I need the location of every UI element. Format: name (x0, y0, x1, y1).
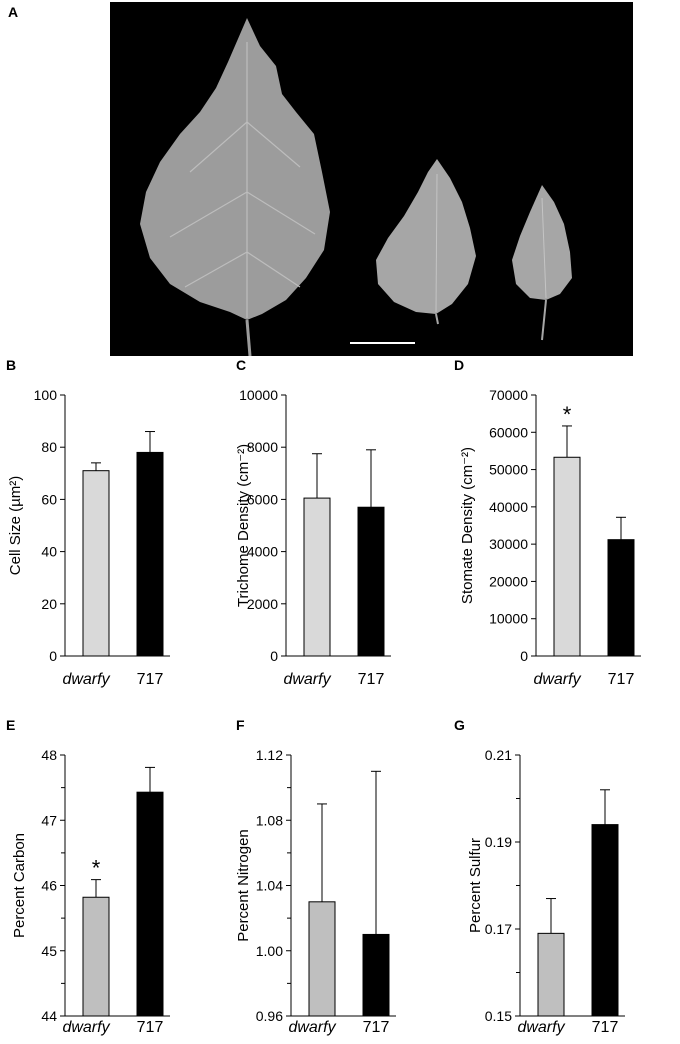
category-label-e: 717 (137, 1019, 164, 1036)
bar-e-717 (136, 791, 164, 1017)
y-tick-label-b: 0 (49, 648, 57, 664)
y-axis-label-e: Percent Carbon (11, 833, 28, 938)
y-tick-label-c: 10000 (239, 387, 278, 403)
panel-label-a: A (8, 4, 19, 20)
y-tick-label-g: 0.17 (485, 921, 512, 937)
y-axis-label-c: Trichome Density (cm⁻²) (235, 444, 252, 607)
y-tick-label-e: 48 (41, 747, 57, 763)
bar-d-717 (607, 539, 635, 657)
panel-label-e: E (6, 717, 15, 733)
y-tick-label-b: 80 (41, 439, 57, 455)
y-tick-label-c: 0 (270, 648, 278, 664)
significance-star-e: * (92, 856, 101, 881)
category-label-g: 717 (592, 1019, 619, 1036)
panel-label-d: D (454, 357, 464, 373)
category-label-d: 717 (608, 671, 635, 688)
panel-label-c: C (236, 357, 246, 373)
y-tick-label-f: 1.00 (256, 943, 283, 959)
category-label-b: dwarfy (62, 671, 110, 688)
y-axis-label-b: Cell Size (µm²) (7, 476, 24, 575)
y-tick-label-c: 6000 (247, 491, 278, 507)
y-tick-label-g: 0.19 (485, 834, 512, 850)
y-tick-label-f: 1.12 (256, 747, 283, 763)
large-leaf (140, 18, 330, 320)
y-tick-label-d: 10000 (489, 611, 528, 627)
category-label-c: dwarfy (283, 671, 331, 688)
category-label-e: dwarfy (62, 1019, 110, 1036)
y-tick-label-b: 40 (41, 544, 57, 560)
y-tick-label-d: 40000 (489, 499, 528, 515)
y-tick-label-g: 0.21 (485, 747, 512, 763)
category-label-d: dwarfy (533, 671, 581, 688)
bar-e-dwarfy (82, 896, 110, 1017)
y-tick-label-e: 45 (41, 943, 57, 959)
category-label-g: dwarfy (517, 1019, 565, 1036)
bar-c-dwarfy (303, 497, 331, 657)
panel-label-f: F (236, 717, 245, 733)
y-tick-label-b: 100 (34, 387, 58, 403)
y-tick-label-f: 1.08 (256, 812, 283, 828)
y-tick-label-d: 50000 (489, 462, 528, 478)
y-tick-label-f: 0.96 (256, 1008, 283, 1024)
y-tick-label-c: 2000 (247, 596, 278, 612)
bar-b-dwarfy (82, 470, 110, 657)
category-label-f: 717 (363, 1019, 390, 1036)
panel-label-b: B (6, 357, 16, 373)
bar-d-dwarfy (553, 456, 581, 657)
y-axis-label-f: Percent Nitrogen (235, 829, 252, 942)
y-tick-label-c: 4000 (247, 544, 278, 560)
bar-g-717 (591, 824, 619, 1017)
leaf-photograph (110, 2, 633, 356)
y-tick-label-e: 46 (41, 878, 57, 894)
y-tick-label-b: 60 (41, 491, 57, 507)
y-tick-label-e: 44 (41, 1008, 57, 1024)
significance-star-d: * (563, 402, 572, 427)
y-axis-label-d: Stomate Density (cm⁻²) (459, 447, 476, 604)
y-tick-label-e: 47 (41, 812, 57, 828)
category-label-c: 717 (358, 671, 385, 688)
bar-f-717 (362, 933, 390, 1017)
y-tick-label-d: 30000 (489, 536, 528, 552)
y-tick-label-c: 8000 (247, 439, 278, 455)
bar-b-717 (136, 451, 164, 657)
bar-c-717 (357, 506, 385, 657)
y-tick-label-d: 20000 (489, 573, 528, 589)
y-tick-label-f: 1.04 (256, 878, 283, 894)
y-tick-label-b: 20 (41, 596, 57, 612)
bar-f-dwarfy (308, 901, 336, 1017)
y-tick-label-g: 0.15 (485, 1008, 512, 1024)
medium-leaf (376, 159, 476, 314)
category-label-b: 717 (137, 671, 164, 688)
y-tick-label-d: 70000 (489, 387, 528, 403)
y-tick-label-d: 0 (520, 648, 528, 664)
category-label-f: dwarfy (288, 1019, 336, 1036)
y-tick-label-d: 60000 (489, 424, 528, 440)
y-axis-label-g: Percent Sulfur (467, 838, 484, 933)
panel-label-g: G (454, 717, 465, 733)
bar-g-dwarfy (537, 932, 565, 1017)
small-leaf (512, 185, 572, 300)
